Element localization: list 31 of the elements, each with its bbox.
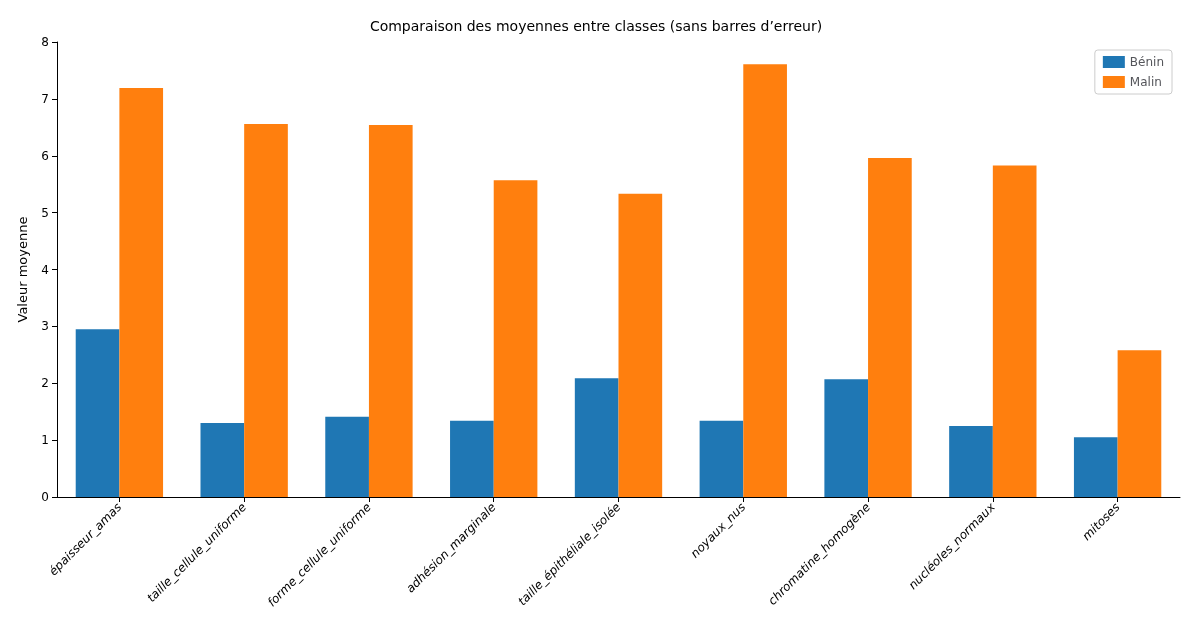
bar bbox=[200, 423, 245, 497]
bar bbox=[1073, 437, 1118, 497]
bar bbox=[949, 425, 993, 497]
bar bbox=[325, 416, 369, 497]
bar bbox=[824, 379, 869, 497]
legend-label: Malin bbox=[1129, 75, 1162, 89]
chart-title: Comparaison des moyennes entre classes (sans barres d’erreur) bbox=[369, 18, 823, 34]
bar bbox=[1117, 350, 1162, 497]
bar bbox=[450, 420, 494, 497]
bar bbox=[75, 329, 120, 497]
y-tick-label: 6 bbox=[41, 148, 49, 163]
bar bbox=[244, 123, 288, 497]
bar bbox=[699, 420, 744, 497]
y-tick-label: 2 bbox=[41, 376, 49, 391]
y-axis-title: Valeur moyenne bbox=[15, 216, 30, 323]
y-tick-label: 7 bbox=[41, 91, 49, 106]
bar bbox=[119, 88, 164, 497]
y-tick-label: 4 bbox=[41, 262, 49, 277]
bar bbox=[574, 378, 619, 497]
y-tick-label: 0 bbox=[41, 490, 49, 504]
bar bbox=[493, 180, 538, 497]
y-tick-label: 3 bbox=[41, 319, 49, 334]
y-tick-label: 8 bbox=[41, 35, 49, 49]
bar bbox=[992, 165, 1037, 497]
legend-label: Bénin bbox=[1129, 55, 1165, 69]
bar bbox=[618, 193, 663, 497]
y-tick-label: 5 bbox=[41, 205, 49, 220]
y-tick-label: 1 bbox=[41, 433, 49, 448]
bar bbox=[368, 125, 413, 497]
bar bbox=[743, 64, 787, 497]
bar bbox=[868, 158, 912, 497]
